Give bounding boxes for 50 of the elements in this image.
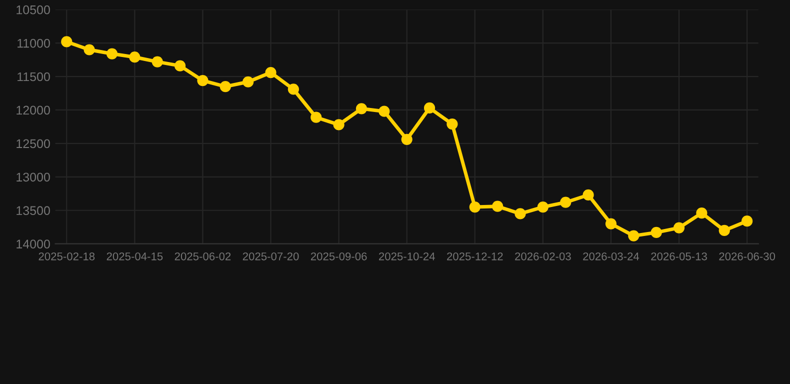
x-tick-label: 2026-02-03 (515, 252, 571, 260)
x-tick-label: 2025-02-18 (38, 252, 95, 260)
x-tick-label: 2025-10-24 (378, 252, 435, 260)
point (129, 52, 140, 63)
point (106, 48, 118, 60)
point (424, 102, 436, 114)
point (673, 222, 685, 234)
point (446, 118, 458, 130)
point (197, 74, 208, 86)
point (152, 56, 163, 68)
point (356, 103, 368, 114)
point (514, 208, 526, 220)
x-tick-label: 2025-12-12 (447, 252, 503, 260)
point (492, 200, 504, 212)
point (605, 218, 617, 230)
point (628, 230, 640, 242)
y-tick-label: 12000 (16, 106, 50, 115)
point (242, 76, 254, 88)
point (378, 106, 390, 117)
y-tick-label: 13000 (16, 172, 50, 182)
point (220, 81, 231, 92)
point (742, 216, 753, 227)
y-tick-label: 14000 (16, 240, 50, 248)
point (696, 208, 708, 219)
y-tick-label: 13500 (16, 206, 50, 216)
point (310, 112, 322, 123)
point (537, 201, 548, 213)
x-tick-label: 2025-04-15 (106, 252, 163, 260)
point (469, 201, 480, 213)
point (718, 224, 730, 236)
point (174, 60, 186, 72)
x-tick-label: 2025-06-02 (174, 252, 231, 260)
point (288, 84, 300, 95)
x-tick-label: 2026-03-24 (583, 252, 640, 260)
y-tick-label: 11500 (18, 72, 50, 82)
x-tick-label: 2025-07-20 (242, 252, 299, 260)
point (582, 189, 594, 201)
point (650, 226, 662, 238)
point (401, 134, 412, 145)
x-tick-label: 2025-09-06 (310, 252, 367, 260)
point (560, 196, 572, 208)
point (84, 44, 95, 56)
point (61, 36, 72, 48)
x-tick-label: 2026-06-30 (719, 252, 776, 260)
point (333, 119, 344, 130)
point (265, 66, 276, 78)
y-tick-label: 10500 (16, 5, 50, 14)
x-tick-label: 2026-05-13 (651, 252, 707, 260)
y-tick-label: 11000 (18, 38, 50, 48)
y-tick-label: 12500 (16, 139, 50, 148)
